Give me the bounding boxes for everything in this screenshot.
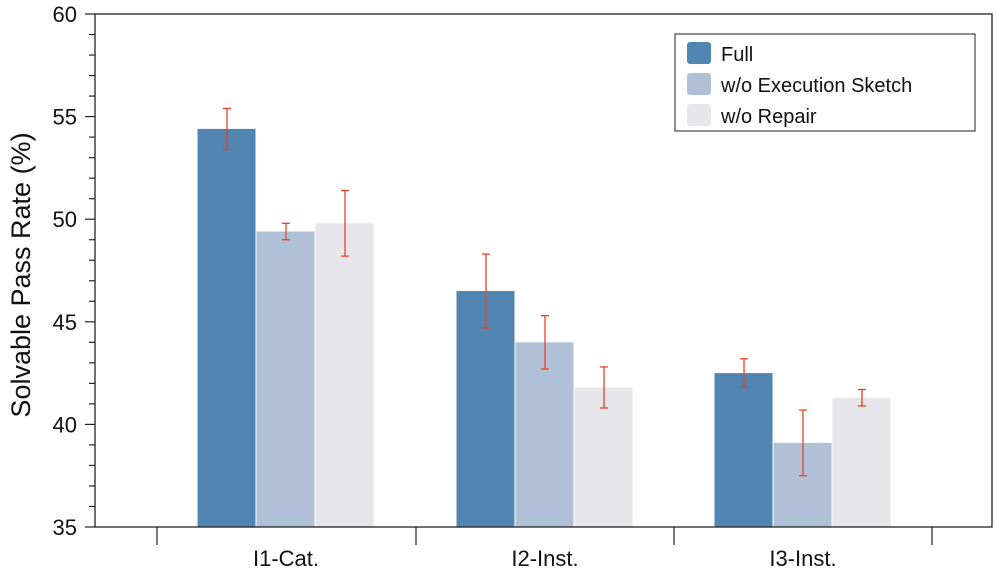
legend-swatch <box>687 104 711 126</box>
legend-box <box>674 33 976 132</box>
x-tick-label: I3-Inst. <box>769 546 836 571</box>
y-tick-label: 55 <box>53 105 77 130</box>
error-bars-group <box>223 107 866 477</box>
y-tick-label: 35 <box>53 515 77 540</box>
bars-group <box>197 128 891 528</box>
axes-group <box>94 13 993 528</box>
y-axis-title: Solvable Pass Rate (%) <box>6 132 36 417</box>
legend-swatch <box>687 42 711 64</box>
bar <box>515 342 574 527</box>
x-tick-label: I1-Cat. <box>253 546 319 571</box>
y-tick-label: 60 <box>53 2 77 27</box>
bar <box>256 231 315 527</box>
y-tick-label: 50 <box>53 207 77 232</box>
y-axis-label: Solvable Pass Rate (%) <box>6 132 36 417</box>
plot-frame <box>94 13 993 528</box>
bar <box>574 387 633 527</box>
y-ticks-group: 35 40 45 50 55 60 <box>53 2 95 540</box>
legend-swatch <box>687 73 711 95</box>
bar <box>832 397 891 527</box>
y-tick-label: 45 <box>53 310 77 335</box>
bar <box>456 291 515 527</box>
x-tick-label: I2-Inst. <box>511 546 578 571</box>
x-ticks-group: I1-Cat. I2-Inst. I3-Inst. <box>156 527 933 571</box>
legend-label: Full <box>721 44 753 66</box>
legend-label: w/o Execution Sketch <box>720 75 912 97</box>
legend: Full w/o Execution Sketch w/o Repair <box>674 33 976 132</box>
bar <box>714 373 773 527</box>
y-tick-label: 40 <box>53 412 77 437</box>
legend-label: w/o Repair <box>720 106 817 128</box>
bar <box>315 223 374 527</box>
bar <box>197 128 256 528</box>
